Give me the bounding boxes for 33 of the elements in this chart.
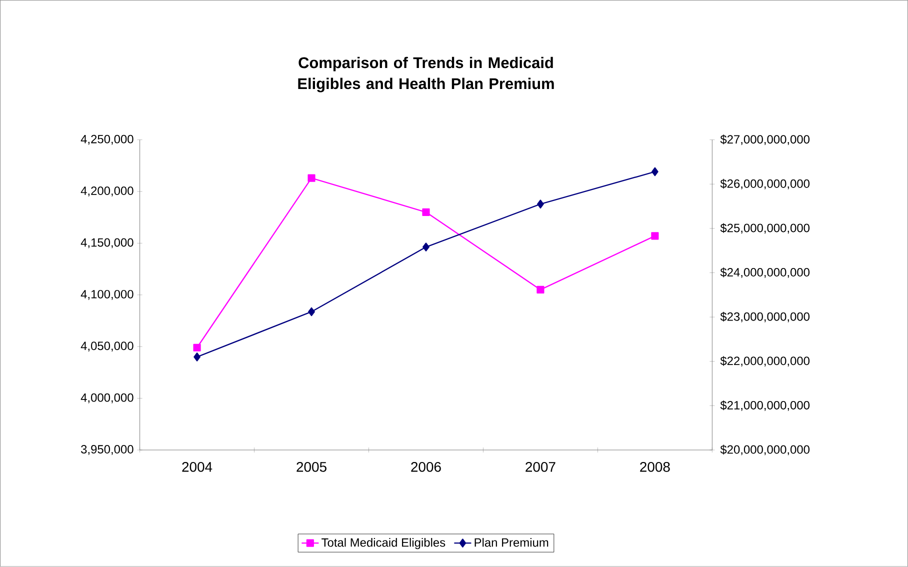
- point: [537, 200, 544, 209]
- point: [651, 167, 658, 176]
- y2-tick-label: $23,000,000,000: [720, 312, 810, 322]
- y-tick-label: 4,000,000: [80, 393, 134, 404]
- point: [194, 352, 200, 362]
- y2-tick-label: $22,000,000,000: [720, 356, 810, 367]
- y-tick-label: 3,950,000: [81, 445, 134, 456]
- x-tick-label: 2004: [182, 462, 212, 472]
- y2-tick-label: $27,000,000,000: [720, 134, 810, 146]
- y-tick-label: 4,100,000: [80, 290, 134, 300]
- y2-tick-label: $20,000,000,000: [720, 444, 810, 456]
- point: [308, 174, 316, 182]
- x-tick-label: 2007: [526, 462, 556, 472]
- y2-tick-label: $25,000,000,000: [720, 223, 810, 234]
- y-tick-label: 4,050,000: [80, 342, 134, 352]
- legend-label: Total Medicaid Eligibles: [322, 538, 446, 550]
- x-tick-label: 2005: [296, 462, 326, 472]
- y-tick-label: 4,200,000: [80, 186, 134, 197]
- point: [536, 286, 544, 294]
- point: [193, 344, 201, 352]
- x-tick-label: 2006: [411, 462, 441, 472]
- x-tick-label: 2008: [640, 462, 670, 472]
- y-tick-label: 4,150,000: [80, 238, 134, 248]
- y2-tick-label: $26,000,000,000: [720, 179, 810, 190]
- point: [308, 307, 315, 316]
- point: [651, 232, 659, 240]
- point: [422, 208, 430, 216]
- y-tick-label: 4,250,000: [80, 134, 134, 145]
- y2-tick-label: $21,000,000,000: [720, 400, 810, 411]
- point: [422, 242, 430, 252]
- chart-title: Comparison of Trends in Medicaid Eligibles and Health Plan Premium: [298, 56, 554, 92]
- y2-tick-label: $24,000,000,000: [720, 268, 810, 278]
- legend-label: Plan Premium: [474, 538, 548, 547]
